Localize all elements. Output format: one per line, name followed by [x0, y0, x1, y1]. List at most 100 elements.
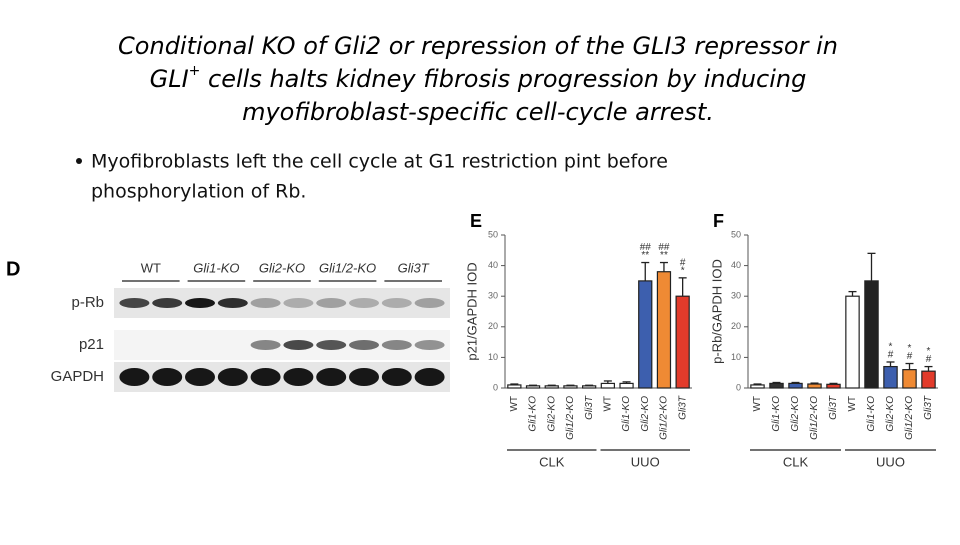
blot-band	[119, 368, 150, 386]
x-tick-label: WT	[509, 396, 520, 412]
bar	[750, 384, 765, 389]
lane-label: WT	[141, 260, 161, 275]
x-tick-label: Gli2-KO	[546, 396, 557, 432]
lane-label: Gli1/2-KO	[319, 260, 376, 275]
blot-band	[316, 298, 347, 308]
bar	[769, 382, 784, 389]
row-label: p-Rb	[71, 294, 104, 311]
y-tick-label: 0	[736, 382, 741, 392]
lane-label: Gli3T	[398, 260, 430, 275]
blot-band	[414, 368, 445, 386]
bar	[582, 385, 597, 389]
x-tick-label: Gli3T	[828, 395, 839, 420]
x-tick-label: Gli1-KO	[528, 396, 539, 432]
y-axis-label: p21/GAPDH IOD	[464, 262, 479, 360]
blot-band	[250, 298, 281, 308]
x-tick-label: Gli2-KO	[885, 396, 896, 432]
blot-band	[119, 298, 150, 308]
significance-mark: *	[681, 265, 685, 276]
x-tick-label: WT	[847, 396, 858, 412]
significance-mark: #	[680, 257, 686, 268]
y-axis-label: p-Rb/GAPDH IOD	[709, 259, 724, 364]
significance-mark: *	[908, 343, 912, 354]
bar	[807, 383, 822, 389]
bar	[921, 370, 936, 389]
x-tick-label: Gli1-KO	[866, 396, 877, 432]
bar	[656, 271, 672, 389]
bar	[826, 383, 841, 389]
y-tick-label: 50	[731, 229, 741, 239]
blot-band	[283, 368, 314, 386]
bar	[563, 385, 578, 389]
blot-band	[414, 340, 445, 350]
y-tick-label: 40	[488, 260, 498, 270]
significance-mark: #	[888, 350, 894, 361]
title-superscript: +	[189, 63, 201, 79]
x-tick-label: Gli1/2-KO	[659, 396, 670, 440]
y-tick-label: 30	[731, 291, 741, 301]
title-line: Conditional KO of Gli2 or repression of …	[118, 32, 838, 60]
bullet-text: phosphorylation of Rb.	[91, 181, 306, 203]
blot-band	[283, 298, 314, 308]
blot-band	[185, 298, 215, 308]
blot-band	[217, 368, 248, 386]
blot-strip	[114, 330, 450, 360]
row-label: p21	[79, 336, 104, 353]
group-label: CLK	[783, 454, 809, 469]
blot-band	[283, 340, 314, 350]
significance-mark: **	[641, 250, 649, 261]
x-tick-label: Gli3T	[923, 395, 934, 420]
panel-letter: E	[470, 211, 482, 231]
bar	[600, 382, 615, 389]
bar	[788, 382, 803, 389]
y-tick-label: 20	[488, 321, 498, 331]
significance-mark: *	[927, 346, 931, 357]
y-tick-label: 10	[488, 352, 498, 362]
bar	[525, 385, 541, 389]
blot-band	[349, 340, 379, 350]
blot-band	[414, 298, 445, 308]
group-label: UUO	[631, 454, 660, 469]
significance-mark: *	[889, 342, 893, 353]
blot-band	[349, 298, 379, 308]
western-blot: D WT Gli1-KO Gli2-KO Gli1/2-KO Gli3T p-Rb p21 GA…	[6, 258, 450, 392]
bar	[507, 384, 522, 389]
bar	[864, 280, 879, 389]
bar	[619, 382, 634, 389]
title-text: cells halts kidney fibrosis progression …	[200, 65, 806, 93]
x-tick-label: Gli1/2-KO	[904, 396, 915, 440]
blot-band	[316, 340, 347, 350]
blot-band	[152, 368, 183, 386]
blot-band	[250, 340, 281, 350]
bullet-dot	[76, 158, 82, 164]
y-tick-label: 10	[731, 352, 741, 362]
blot-band	[349, 368, 379, 386]
x-tick-label: WT	[602, 396, 613, 412]
x-tick-label: WT	[752, 396, 763, 412]
lane-label: Gli1-KO	[193, 260, 239, 275]
blot-band	[381, 368, 412, 386]
bar	[845, 295, 860, 389]
row-label: GAPDH	[51, 368, 104, 385]
bar	[883, 365, 898, 389]
x-tick-label: Gli1-KO	[621, 396, 632, 432]
significance-mark: ##	[640, 242, 652, 253]
bar	[638, 280, 653, 389]
blot-band	[250, 368, 281, 386]
bullet-text: Myofibroblasts left the cell cycle at G1…	[91, 151, 668, 173]
blot-band	[185, 368, 215, 386]
significance-mark: #	[907, 351, 913, 362]
x-tick-label: Gli1-KO	[771, 396, 782, 432]
bar	[544, 385, 559, 389]
x-tick-label: Gli1/2-KO	[809, 396, 820, 440]
blot-band	[316, 368, 347, 386]
title-line: GLI+ cells halts kidney fibrosis progres…	[150, 63, 807, 93]
significance-mark: ##	[658, 242, 670, 253]
blot-band	[152, 298, 183, 308]
group-label: UUO	[876, 454, 905, 469]
lane-label: Gli2-KO	[259, 260, 305, 275]
title-line: myofibroblast-specific cell-cycle arrest…	[242, 98, 714, 126]
x-tick-label: Gli2-KO	[790, 396, 801, 432]
blot-band	[381, 340, 412, 350]
